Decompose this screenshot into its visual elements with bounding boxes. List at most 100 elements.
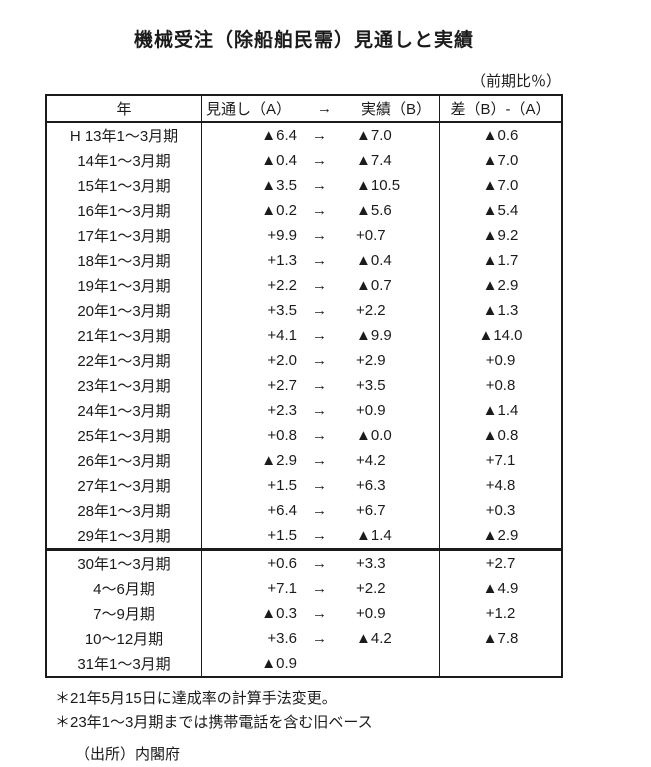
year-cell: 31年1～3月期 [47,651,202,676]
header-actual: 実績（B） [361,101,432,118]
year-cell: 16年1～3月期 [47,198,202,223]
table-row: 23年1～3月期 +2.7 → +3.5 +0.8 [47,373,561,398]
year-cell: 17年1～3月期 [47,223,202,248]
actual-value: ▲0.0 [356,427,392,444]
year-cell: 23年1～3月期 [47,373,202,398]
forecast-actual-cell: ▲0.3 → +0.9 [202,601,440,626]
forecast-actual-cell: +6.4 → +6.7 [202,498,440,523]
diff-cell: ▲7.8 [482,630,519,647]
forecast-actual-cell: +1.5 → ▲1.4 [202,523,440,548]
table-row: 25年1～3月期 +0.8 → ▲0.0 ▲0.8 [47,423,561,448]
header-forecast: 見通し（A） [206,101,292,118]
year-cell: 19年1～3月期 [47,273,202,298]
arrow-icon: → [312,630,327,647]
actual-value: ▲1.4 [356,527,392,544]
forecast-value: +3.6 [267,630,297,647]
page-title: 機械受注（除船舶民需）見通しと実績 [133,30,474,51]
arrow-icon: → [312,605,327,622]
actual-value: +2.2 [356,580,386,597]
page: 機械受注（除船舶民需）見通しと実績 （前期比％） 年 見通し（A） → 実績（B… [45,0,563,766]
arrow-icon: → [312,427,327,444]
arrow-icon: → [312,502,327,519]
forecast-value: ▲3.5 [261,177,297,194]
forecast-value: +0.6 [267,555,297,572]
diff-cell: ▲7.0 [482,177,519,194]
diff-cell: ▲14.0 [478,327,523,344]
forecast-value: ▲0.9 [261,655,297,672]
table-row: 17年1～3月期 +9.9 → +0.7 ▲9.2 [47,223,561,248]
forecast-actual-cell: +0.6 → +3.3 [202,551,440,576]
arrow-icon: → [312,402,327,419]
actual-value: +4.2 [356,452,386,469]
arrow-icon: → [312,152,327,169]
year-cell: 29年1～3月期 [47,523,202,548]
actual-value: +2.9 [356,352,386,369]
diff-cell: ▲1.3 [482,302,519,319]
actual-value: ▲0.7 [356,277,392,294]
table-row: 30年1～3月期 +0.6 → +3.3 +2.7 [47,548,561,576]
diff-cell: ▲5.4 [482,202,519,219]
forecast-value: +2.2 [267,277,297,294]
forecast-actual-cell: ▲0.2 → ▲5.6 [202,198,440,223]
forecast-value: ▲6.4 [261,127,297,144]
year-cell: H 13年1～3月期 [47,123,202,148]
actual-value: +6.7 [356,502,386,519]
year-cell: 14年1～3月期 [47,148,202,173]
actual-value: +3.5 [356,377,386,394]
table-row: H 13年1～3月期 ▲6.4 → ▲7.0 ▲0.6 [47,123,561,148]
table-row: 10～12月期 +3.6 → ▲4.2 ▲7.8 [47,626,561,651]
arrow-icon: → [312,252,327,269]
forecast-value: +0.8 [267,427,297,444]
forecast-value: ▲0.2 [261,202,297,219]
table-row: 20年1～3月期 +3.5 → +2.2 ▲1.3 [47,298,561,323]
forecast-value: +1.5 [267,527,297,544]
actual-value: ▲7.4 [356,152,392,169]
year-cell: 18年1～3月期 [47,248,202,273]
forecast-actual-cell: +9.9 → +0.7 [202,223,440,248]
arrow-icon: → [312,302,327,319]
arrow-icon: → [312,477,327,494]
table-row: 14年1～3月期 ▲0.4 → ▲7.4 ▲7.0 [47,148,561,173]
table-row: 31年1～3月期 ▲0.9 [47,651,561,676]
year-cell: 15年1～3月期 [47,173,202,198]
arrow-icon: → [312,352,327,369]
year-cell: 4～6月期 [47,576,202,601]
actual-value: +6.3 [356,477,386,494]
forecast-value: ▲2.9 [261,452,297,469]
table-row: 7～9月期 ▲0.3 → +0.9 +1.2 [47,601,561,626]
actual-value: +0.9 [356,402,386,419]
arrow-icon: → [312,452,327,469]
forecast-actual-cell: +2.0 → +2.9 [202,348,440,373]
table-row: 15年1～3月期 ▲3.5 → ▲10.5 ▲7.0 [47,173,561,198]
table-row: 27年1～3月期 +1.5 → +6.3 +4.8 [47,473,561,498]
actual-value: ▲10.5 [356,177,401,194]
forecast-actual-cell: +7.1 → +2.2 [202,576,440,601]
forecast-value: +6.4 [267,502,297,519]
table-body: H 13年1～3月期 ▲6.4 → ▲7.0 ▲0.6 14年1～3月期 ▲0.4 → ▲7.4… [47,123,561,676]
diff-cell: +1.2 [485,605,516,622]
forecast-value: ▲0.4 [261,152,297,169]
table-row: 28年1～3月期 +6.4 → +6.7 +0.3 [47,498,561,523]
arrow-icon: → [312,177,327,194]
forecast-actual-cell: ▲6.4 → ▲7.0 [202,123,440,148]
forecast-actual-cell: +4.1 → ▲9.9 [202,323,440,348]
forecast-actual-cell: +1.3 → ▲0.4 [202,248,440,273]
forecast-value: ▲0.3 [261,605,297,622]
table-header-row: 年 見通し（A） → 実績（B） 差（B）-（A） [47,96,561,123]
year-cell: 21年1～3月期 [47,323,202,348]
diff-cell: ▲1.7 [482,252,519,269]
forecast-value: +9.9 [267,227,297,244]
diff-cell: +0.9 [485,352,516,369]
arrow-icon: → [312,580,327,597]
forecast-actual-cell: +0.8 → ▲0.0 [202,423,440,448]
forecast-value: +2.0 [267,352,297,369]
source-note: （出所）内閣府 [75,746,181,763]
forecast-value: +1.5 [267,477,297,494]
forecast-actual-cell: ▲0.4 → ▲7.4 [202,148,440,173]
table-row: 22年1～3月期 +2.0 → +2.9 +0.9 [47,348,561,373]
diff-cell: ▲9.2 [482,227,519,244]
year-cell: 26年1～3月期 [47,448,202,473]
header-arrow-icon: → [317,100,332,117]
forecast-actual-cell: +2.7 → +3.5 [202,373,440,398]
forecast-value: +2.3 [267,402,297,419]
